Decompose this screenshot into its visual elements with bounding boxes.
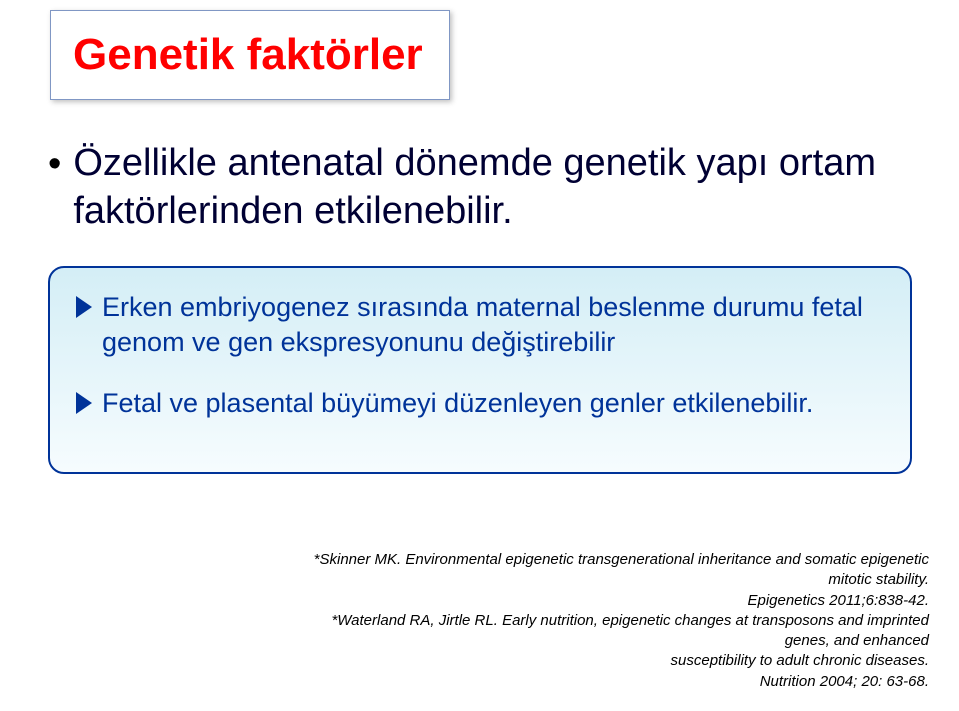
citation-line: *Skinner MK. Environmental epigenetic tr…	[300, 550, 929, 591]
info-text-1: Erken embriyogenez sırasında maternal be…	[102, 290, 884, 360]
slide-title: Genetik faktörler	[73, 30, 423, 80]
citation-line: Epigenetics 2011;6:838-42.	[300, 591, 929, 611]
main-bullet-text: Özellikle antenatal dönemde genetik yapı…	[73, 140, 887, 235]
chevron-icon	[76, 296, 92, 318]
main-bullet-row: • Özellikle antenatal dönemde genetik ya…	[48, 140, 887, 235]
info-line-2: Fetal ve plasental büyümeyi düzenleyen g…	[76, 386, 884, 421]
title-box: Genetik faktörler	[50, 10, 450, 100]
citation-line: *Waterland RA, Jirtle RL. Early nutritio…	[300, 611, 929, 652]
citation-line: susceptibility to adult chronic diseases…	[300, 651, 929, 671]
info-callout-box: Erken embriyogenez sırasında maternal be…	[48, 266, 912, 474]
chevron-icon	[76, 392, 92, 414]
citation-block: *Skinner MK. Environmental epigenetic tr…	[300, 550, 929, 692]
citation-line: Nutrition 2004; 20: 63-68.	[300, 672, 929, 692]
info-line-1: Erken embriyogenez sırasında maternal be…	[76, 290, 884, 360]
info-text-2: Fetal ve plasental büyümeyi düzenleyen g…	[102, 386, 813, 421]
bullet-dot-icon: •	[48, 142, 61, 188]
